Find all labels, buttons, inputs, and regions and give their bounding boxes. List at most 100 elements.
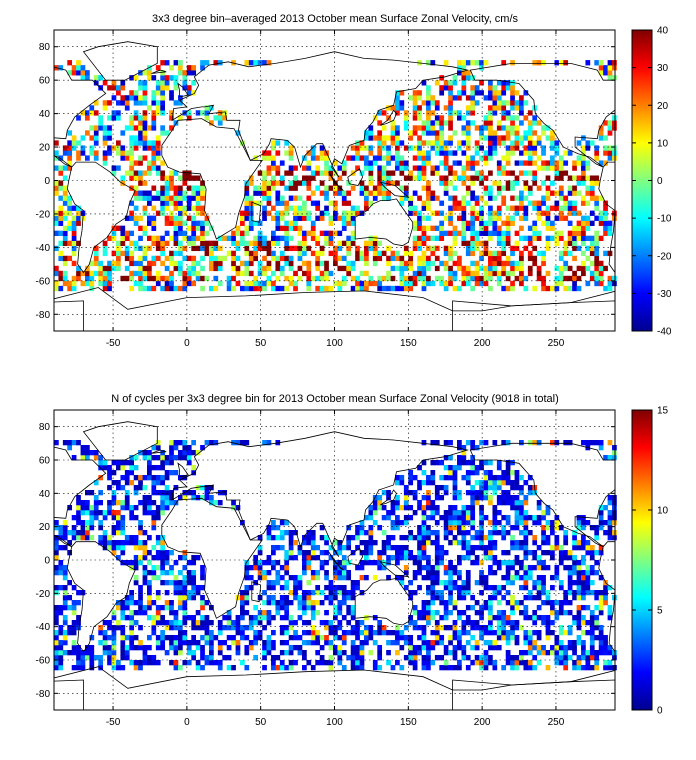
data-bin [310,590,316,596]
data-bin [89,660,95,666]
data-bin [89,285,95,292]
data-bin [598,605,604,611]
data-bin [607,145,613,151]
data-bin [567,285,573,292]
data-bin [262,265,267,272]
data-bin [62,255,68,262]
data-bin [585,200,591,206]
data-bin [470,240,476,247]
data-bin [439,560,445,566]
data-bin [284,170,290,176]
data-bin [585,665,591,671]
data-bin [505,570,511,576]
data-bin [457,635,462,641]
colorbar-tick-label: 10 [657,506,669,517]
data-bin [364,240,369,247]
data-bin [204,230,210,236]
data-bin [585,585,591,591]
data-bin [364,640,369,646]
data-bin [381,285,387,292]
data-bin [448,180,453,186]
data-bin [62,535,68,541]
data-bin [470,660,476,666]
data-bin [173,230,179,236]
data-bin [107,275,112,282]
data-bin [381,190,387,196]
data-bin [452,520,458,526]
data-bin [253,280,259,287]
data-bin [474,245,480,252]
data-bin [164,215,170,221]
data-bin [213,245,219,252]
data-bin [111,550,117,556]
data-bin [603,215,608,221]
data-bin [93,150,99,156]
data-bin [124,275,130,282]
data-bin [492,545,498,551]
data-bin [240,210,245,216]
data-bin [545,225,551,231]
data-bin [266,640,272,646]
data-bin [164,555,170,561]
data-bin [589,440,595,446]
data-bin [395,180,400,186]
data-bin [381,170,387,176]
data-bin [58,525,64,531]
data-bin [377,250,383,257]
data-bin [465,630,471,636]
data-bin [501,625,507,631]
data-bin [328,215,334,221]
data-bin [111,115,117,121]
data-bin [492,180,498,186]
data-bin [102,460,108,466]
data-bin [501,100,507,106]
data-bin [306,165,312,171]
data-bin [572,240,577,247]
data-bin [226,275,232,282]
data-bin [496,460,502,466]
data-bin [71,600,77,606]
data-bin [266,585,272,591]
data-bin [337,255,343,262]
data-bin [448,90,453,96]
data-bin [120,650,126,656]
data-bin [519,200,524,206]
data-bin [355,660,360,666]
data-bin [581,195,586,201]
data-bin [151,575,157,581]
data-bin [257,565,263,571]
data-bin [310,550,316,556]
data-bin [169,440,174,446]
data-bin [576,275,582,282]
data-bin [333,205,338,211]
data-bin [550,180,555,186]
data-bin [102,140,108,146]
data-bin [178,65,183,71]
data-bin [191,205,197,211]
data-bin [483,225,489,231]
data-bin [483,230,489,236]
data-bin [76,650,81,656]
data-bin [395,555,400,561]
data-bin [67,505,73,511]
data-bin [483,550,489,556]
data-bin [607,650,613,656]
data-bin [302,605,307,611]
data-bin [589,625,595,631]
data-bin [523,170,529,176]
data-bin [563,610,569,616]
data-bin [483,160,489,166]
data-bin [257,620,263,626]
data-bin [426,585,431,591]
data-bin [257,230,263,236]
data-bin [147,165,152,171]
data-bin [523,565,529,571]
data-bin [102,245,108,252]
data-bin [603,595,608,601]
data-bin [421,470,427,476]
data-bin [324,195,329,201]
data-bin [355,255,360,262]
data-bin [244,610,250,616]
data-bin [248,180,254,186]
data-bin [151,625,157,631]
